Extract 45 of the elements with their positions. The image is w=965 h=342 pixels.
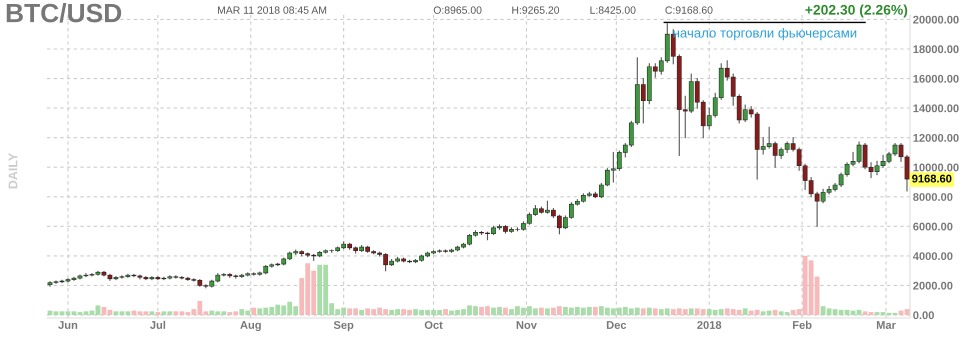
bar — [652, 308, 658, 316]
bar — [155, 312, 160, 316]
bar — [149, 311, 154, 316]
annotation: +202.30 (2.26%) — [805, 4, 908, 18]
chart-title: BTC/USD — [6, 3, 122, 23]
y-tick-label: 20000.00 — [913, 16, 959, 24]
x-tick-label: Dec — [606, 321, 626, 329]
bar — [646, 308, 652, 316]
y-tick-label: 8000.00 — [913, 193, 952, 201]
bar — [359, 310, 364, 316]
y-tick-label: 12000.00 — [913, 134, 959, 142]
y-tick-label: 18000.00 — [913, 45, 959, 54]
text: H:9265.20 — [512, 6, 560, 14]
x-tick-label: Mar — [876, 321, 896, 329]
x-tick-label: Jul — [150, 320, 166, 329]
bar — [742, 308, 748, 316]
y-tick-label: 14000.00 — [913, 104, 959, 112]
text: O:8965.00 — [434, 6, 482, 14]
annotation: начало торговли фьючерсами — [674, 28, 856, 40]
bar — [592, 306, 598, 316]
y-tick-label: 0.00 — [913, 311, 934, 320]
bar — [443, 309, 448, 316]
bar — [503, 308, 508, 316]
y-tick-label: 16000.00 — [913, 74, 959, 83]
y-tick-label: 10000.00 — [913, 164, 959, 172]
bar — [772, 310, 778, 316]
bar — [640, 308, 646, 316]
text: L:8425.00 — [590, 6, 636, 14]
y-tick-label: 6000.00 — [913, 222, 952, 230]
x-tick-label: Feb — [792, 320, 812, 329]
y-tick-label: 2000.00 — [913, 282, 952, 290]
text: C:9168.60 — [665, 6, 713, 14]
y-tick-label: 4000.00 — [912, 252, 952, 260]
text: MAR 11 2018 08:45 AM — [218, 6, 326, 14]
bar — [545, 308, 550, 316]
annotation: 9168.60 — [912, 174, 952, 183]
bar — [251, 308, 256, 316]
bar — [688, 308, 694, 316]
bar — [539, 308, 544, 316]
x-tick-label: Nov — [516, 321, 537, 329]
x-tick-label: Jun — [58, 321, 78, 329]
x-tick-label: Oct — [424, 321, 443, 329]
x-tick-label: Sep — [334, 321, 354, 332]
x-tick-label: 2018 — [697, 321, 722, 329]
x-tick-label: Aug — [240, 321, 261, 332]
